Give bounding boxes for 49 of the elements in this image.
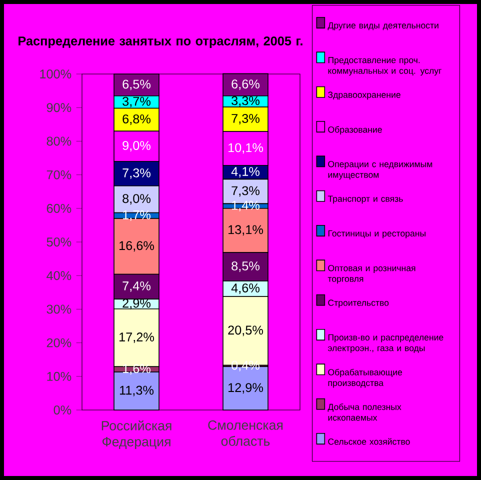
legend-label: Оптовая и розничная торговля [328,264,416,284]
data-label: 9,0% [122,141,150,152]
y-tick-label: 0% [54,406,72,414]
legend-label: Гостиницы и рестораны [328,230,426,238]
data-label: 13,1% [228,225,264,236]
data-label: 16,6% [120,241,154,252]
legend-label: Добыча полезных ископаемых [328,403,402,421]
data-label: 3,3% [232,96,260,107]
data-label: 7,4% [122,281,150,292]
legend-label: Здравоохранение [328,92,400,100]
data-label: 11,3% [120,386,154,396]
legend-label: Предоставление проч. коммунальных и соц. услуг [328,57,442,76]
data-label: 3,7% [122,96,150,108]
y-tick-label: 80% [46,136,72,146]
data-label: 6,8% [122,114,150,125]
legend-label: Образование [328,126,382,134]
data-label: 20,5% [228,326,264,336]
legend-label: Операции с недвижимым имуществом [328,160,432,180]
y-tick-label: 100% [40,70,72,78]
chart-title: Распределение занятых по отраслям, 2005 г. [18,36,302,48]
legend-label: Сельское хозяйство [328,438,410,445]
data-label: 8,5% [232,261,260,272]
data-label: 4,6% [231,283,260,294]
legend-label: Строительство [328,300,389,308]
y-tick-label: 60% [46,204,72,213]
y-tick-label: 30% [46,304,72,314]
data-label: 7,3% [232,186,260,197]
y-tick-label: 10% [47,372,72,381]
legend-label: Транспорт и связь [328,196,403,204]
legend-label: Произв-во и распределение электроэн., газа и воды [328,334,444,353]
data-label: 12,9% [228,383,264,394]
data-label: 6,5% [122,80,150,90]
data-label: 7,3% [122,168,150,179]
data-label: 4,1% [231,167,260,178]
y-tick-label: 40% [46,271,72,280]
data-label: 17,2% [120,332,154,344]
y-tick-label: 90% [46,103,72,112]
data-label: 7,3% [232,114,260,124]
data-label: 8,0% [122,194,150,205]
legend-label: Обрабатывающие производства [328,368,402,388]
legend-label: Другие виды деятельности [328,22,438,30]
data-label: 0,4% [232,360,260,372]
y-tick-label: 20% [46,338,72,348]
data-label: 10,1% [228,143,264,154]
x-tick-label: Российская Федерация [102,420,172,450]
y-tick-label: 70% [46,170,72,180]
data-label: 6,6% [232,80,260,90]
y-tick-label: 50% [46,238,72,246]
x-tick-label: Смоленская область [208,420,283,446]
